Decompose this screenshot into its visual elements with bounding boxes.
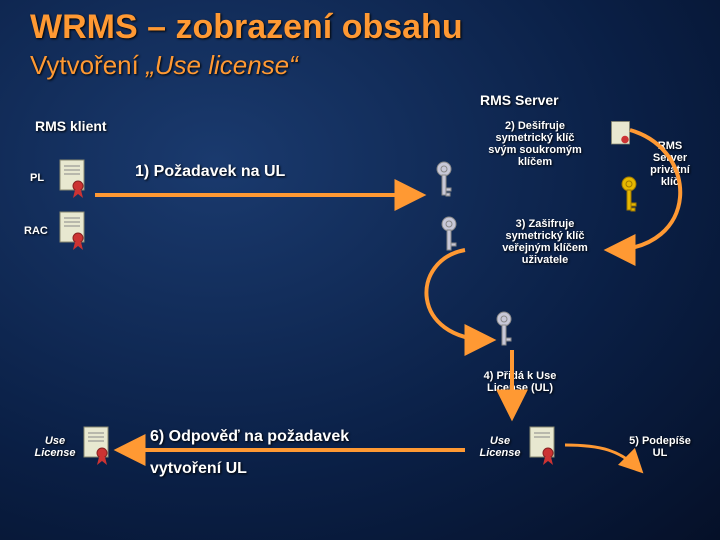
step1-text: 1) Požadavek na UL	[135, 163, 285, 181]
subtitle-quoted: „Use license“	[146, 50, 298, 80]
subtitle-prefix: Vytvoření	[30, 50, 146, 80]
cert-icon	[610, 120, 634, 150]
step4-text: 4) Přidá k Use License (UL)	[465, 370, 575, 394]
key-icon	[435, 215, 463, 255]
key-icon	[615, 175, 643, 215]
key-icon	[430, 160, 458, 200]
label-rac: RAC	[24, 225, 48, 237]
cert-icon	[58, 158, 90, 198]
cert-icon	[82, 425, 114, 465]
label-rms-klient: RMS klient	[35, 118, 107, 134]
page-subtitle: Vytvoření „Use license“	[30, 50, 298, 81]
key-icon	[490, 310, 518, 350]
step3-text: 3) Zašifruje symetrický klíč veřejným kl…	[490, 218, 600, 266]
label-use-license-left: Use License	[30, 435, 80, 459]
page-title: WRMS – zobrazení obsahu	[30, 8, 463, 47]
cert-icon	[58, 210, 90, 250]
step6b-text: vytvoření UL	[150, 460, 247, 478]
label-use-license-right: Use License	[475, 435, 525, 459]
step2-text: 2) Dešifruje symetrický klíč svým soukro…	[480, 120, 590, 168]
step5-text: 5) Podepíše UL	[625, 435, 695, 459]
label-rms-server-priv: RMS Server privátní klíč	[640, 140, 700, 188]
cert-icon	[528, 425, 560, 465]
label-pl: PL	[30, 172, 44, 184]
label-rms-server: RMS Server	[480, 92, 559, 108]
step6a-text: 6) Odpověď na požadavek	[150, 428, 349, 446]
